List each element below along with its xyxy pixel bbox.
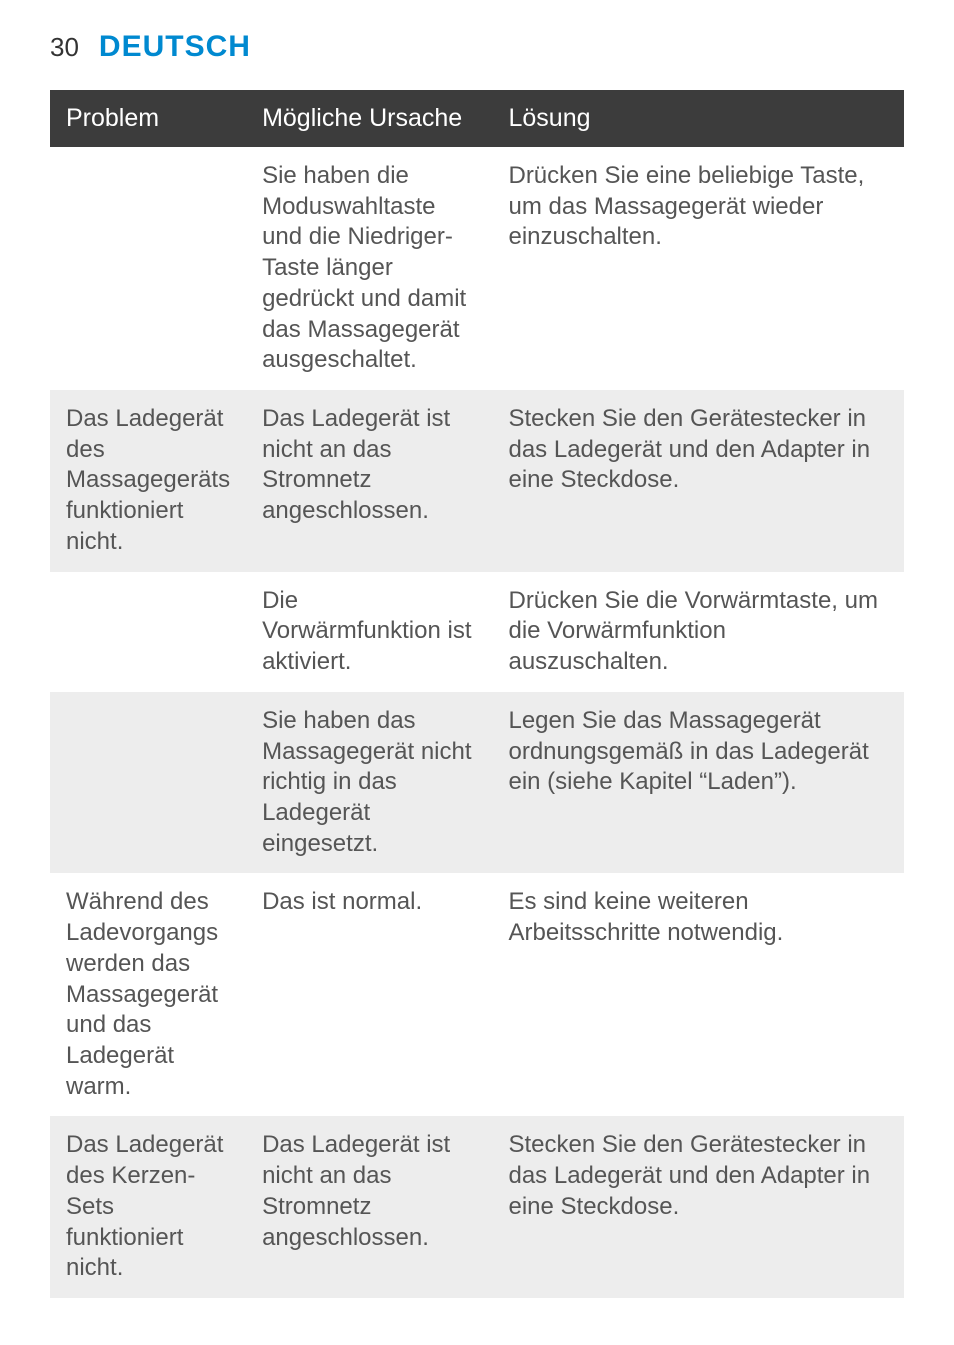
page-number: 30 (50, 32, 79, 63)
cell-cause: Das ist normal. (246, 873, 492, 1116)
column-header-problem: Problem (50, 90, 246, 147)
cell-cause: Sie haben das Massagegerät nicht richtig… (246, 692, 492, 874)
table-row: Sie haben das Massagegerät nicht richtig… (50, 692, 904, 874)
cell-problem (50, 572, 246, 692)
table-row: Während des Ladevorgangs werden das Mass… (50, 873, 904, 1116)
cell-problem: Während des Ladevorgangs werden das Mass… (50, 873, 246, 1116)
cell-cause: Die Vorwärmfunktion ist aktiviert. (246, 572, 492, 692)
table-row: Das Ladegerät des Kerzen-Sets funktionie… (50, 1116, 904, 1298)
cell-solution: Stecken Sie den Gerätestecker in das Lad… (492, 1116, 904, 1298)
table-header-row: Problem Mögliche Ursache Lösung (50, 90, 904, 147)
cell-problem (50, 147, 246, 390)
table-row: Das Ladegerät des Massagegeräts funktion… (50, 390, 904, 572)
cell-cause: Das Ladegerät ist nicht an das Stromnetz… (246, 390, 492, 572)
cell-problem: Das Ladegerät des Kerzen-Sets funktionie… (50, 1116, 246, 1298)
table-body: Sie haben die Moduswahltaste und die Nie… (50, 147, 904, 1298)
cell-cause: Sie haben die Moduswahltaste und die Nie… (246, 147, 492, 390)
section-title: DEUTSCH (99, 30, 251, 64)
column-header-solution: Lösung (492, 90, 904, 147)
cell-problem: Das Ladegerät des Massagegeräts funktion… (50, 390, 246, 572)
cell-problem (50, 692, 246, 874)
column-header-cause: Mögliche Ursache (246, 90, 492, 147)
cell-solution: Legen Sie das Massagegerät ordnungsgemäß… (492, 692, 904, 874)
table-row: Sie haben die Moduswahltaste und die Nie… (50, 147, 904, 390)
troubleshooting-table: Problem Mögliche Ursache Lösung Sie habe… (50, 90, 904, 1298)
cell-solution: Es sind keine weiteren Arbeitsschritte n… (492, 873, 904, 1116)
page-header: 30 DEUTSCH (50, 30, 904, 64)
cell-solution: Drücken Sie eine beliebige Taste, um das… (492, 147, 904, 390)
cell-cause: Das Ladegerät ist nicht an das Stromnetz… (246, 1116, 492, 1298)
table-row: Die Vorwärmfunktion ist aktiviert. Drück… (50, 572, 904, 692)
cell-solution: Drücken Sie die Vorwärmtaste, um die Vor… (492, 572, 904, 692)
cell-solution: Stecken Sie den Gerätestecker in das Lad… (492, 390, 904, 572)
